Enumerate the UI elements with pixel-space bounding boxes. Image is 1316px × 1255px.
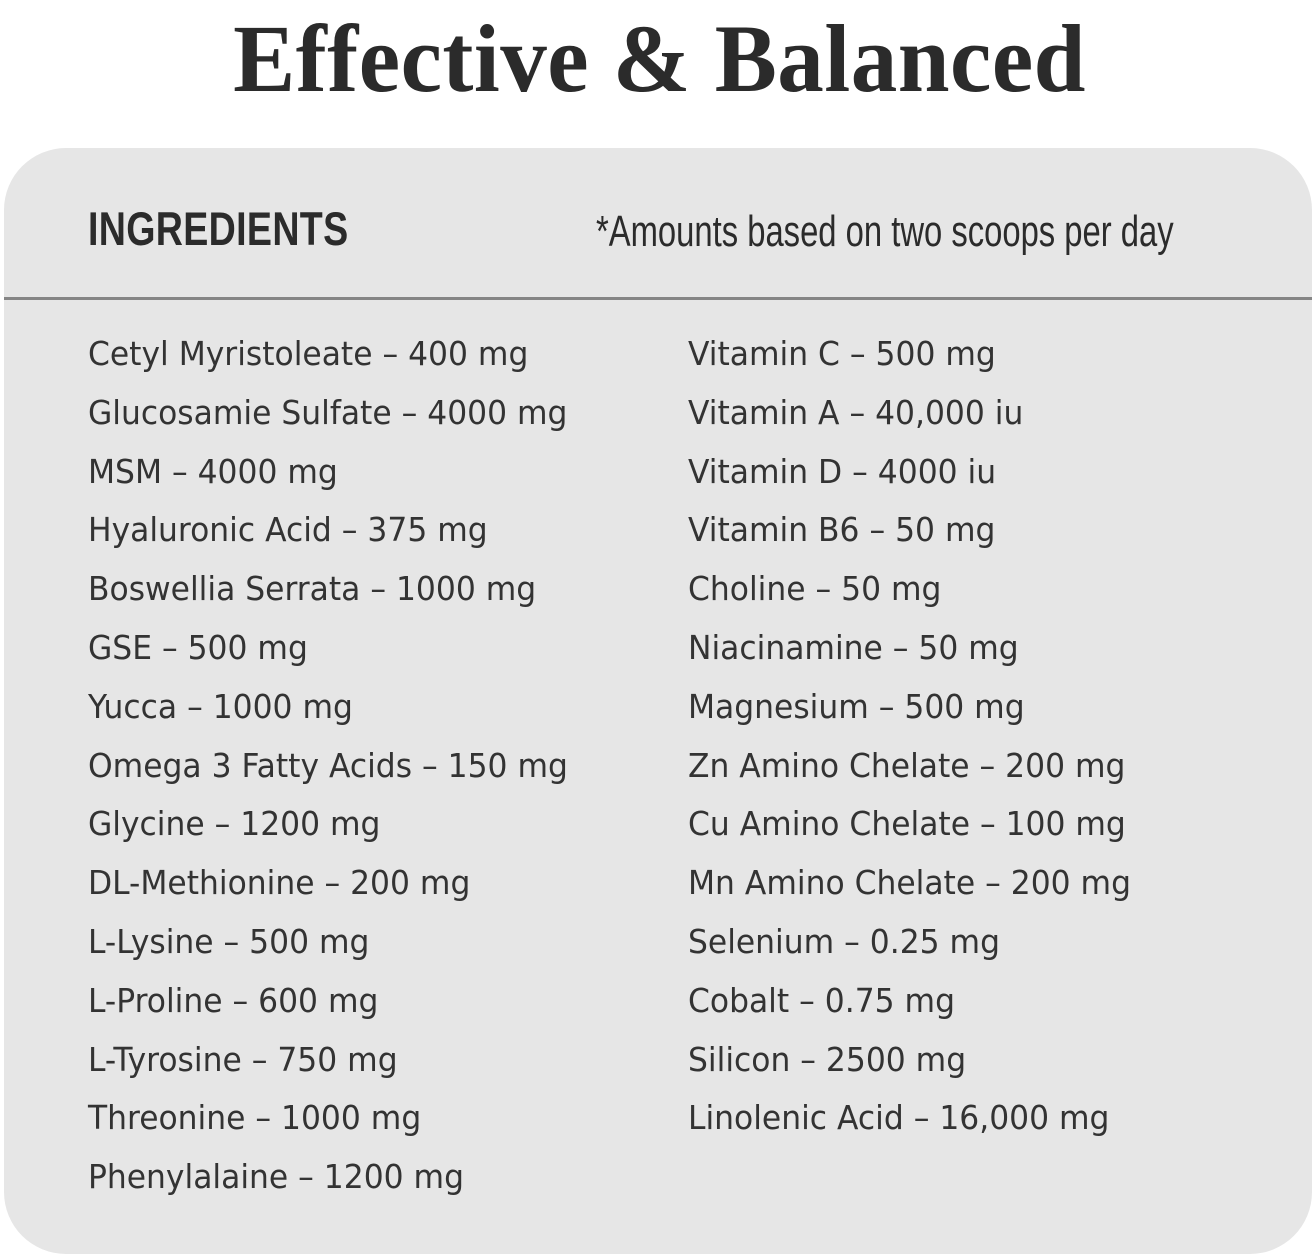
ingredient-item: Cu Amino Chelate – 100 mg (688, 804, 1126, 844)
ingredient-item: Omega 3 Fatty Acids – 150 mg (88, 745, 568, 785)
ingredient-item: Magnesium – 500 mg (688, 686, 1025, 726)
ingredient-item: Mn Amino Chelate – 200 mg (688, 863, 1131, 903)
ingredient-item: Hyaluronic Acid – 375 mg (88, 510, 488, 550)
ingredient-item: Selenium – 0.25 mg (688, 921, 1000, 961)
ingredient-item: Vitamin A – 40,000 iu (688, 392, 1024, 432)
ingredient-item: MSM – 4000 mg (88, 451, 338, 491)
ingredients-card: INGREDIENTS *Amounts based on two scoops… (4, 148, 1312, 1254)
ingredient-item: Vitamin D – 4000 iu (688, 451, 997, 491)
card-header: INGREDIENTS *Amounts based on two scoops… (4, 148, 1312, 298)
ingredient-item: Choline – 50 mg (688, 569, 942, 609)
ingredient-item: L-Lysine – 500 mg (88, 921, 370, 961)
ingredient-item: Yucca – 1000 mg (88, 686, 353, 726)
ingredient-item: Cobalt – 0.75 mg (688, 980, 956, 1020)
ingredient-item: Cetyl Myristoleate – 400 mg (88, 334, 529, 373)
ingredient-item: L-Proline – 600 mg (88, 980, 379, 1020)
ingredient-item: Linolenic Acid – 16,000 mg (688, 1098, 1110, 1138)
amounts-note: *Amounts based on two scoops per day (596, 207, 1174, 256)
ingredient-item: Vitamin C – 500 mg (688, 334, 996, 373)
ingredients-heading: INGREDIENTS (88, 202, 349, 255)
header-divider (4, 297, 1312, 300)
ingredient-item: Glucosamie Sulfate – 4000 mg (88, 392, 568, 432)
ingredient-item: GSE – 500 mg (88, 627, 308, 667)
page-title: Effective & Balanced (0, 0, 1316, 118)
ingredients-column-left: Cetyl Myristoleate – 400 mg Glucosamie Su… (4, 300, 646, 1207)
page-title-text: Effective & Balanced (233, 5, 1087, 112)
ingredient-item: Niacinamine – 50 mg (688, 627, 1019, 667)
ingredient-item: Boswellia Serrata – 1000 mg (88, 569, 537, 609)
ingredient-item: Phenylalaine – 1200 mg (88, 1157, 464, 1197)
ingredient-item: Silicon – 2500 mg (688, 1039, 967, 1079)
ingredients-column-right: Vitamin C – 500 mg Vitamin A – 40,000 iu V… (646, 300, 1312, 1148)
ingredient-item: Glycine – 1200 mg (88, 804, 381, 844)
ingredient-item: Vitamin B6 – 50 mg (688, 510, 996, 550)
ingredient-item: L-Tyrosine – 750 mg (88, 1039, 398, 1079)
ingredient-item: Threonine – 1000 mg (88, 1098, 422, 1138)
ingredients-body: Cetyl Myristoleate – 400 mg Glucosamie Su… (4, 300, 1312, 1207)
ingredient-item: DL-Methionine – 200 mg (88, 863, 471, 903)
ingredient-item: Zn Amino Chelate – 200 mg (688, 745, 1126, 785)
